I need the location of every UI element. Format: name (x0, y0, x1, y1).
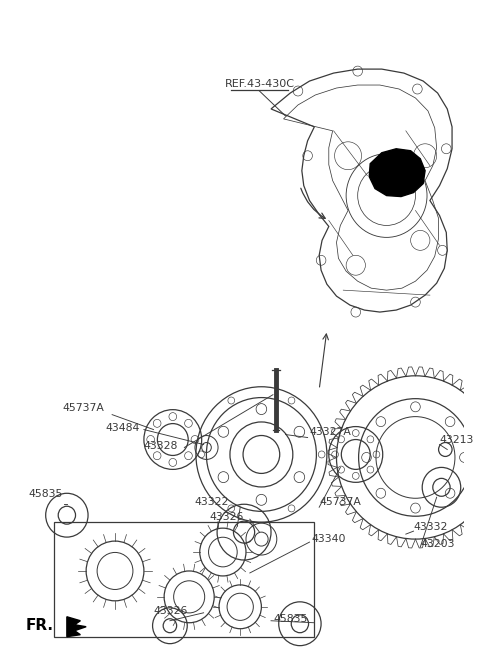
Text: 43327A: 43327A (310, 426, 351, 436)
Text: 43326: 43326 (154, 606, 188, 616)
Text: 43326: 43326 (209, 512, 244, 522)
Text: FR.: FR. (25, 618, 53, 633)
Text: 43203: 43203 (420, 539, 455, 549)
Text: 45737A: 45737A (62, 403, 104, 413)
Polygon shape (369, 149, 425, 196)
Text: 45835: 45835 (273, 614, 307, 624)
Text: 45737A: 45737A (319, 497, 361, 507)
Text: 43322: 43322 (194, 497, 228, 507)
Text: 43340: 43340 (312, 534, 346, 544)
Text: 45835: 45835 (28, 489, 63, 499)
Text: REF.43-430C: REF.43-430C (225, 79, 294, 89)
Text: 43332: 43332 (414, 522, 448, 532)
Text: 43328: 43328 (144, 441, 178, 451)
Text: 43484: 43484 (106, 422, 140, 432)
Text: 43213: 43213 (440, 434, 474, 445)
Bar (54, 522, 314, 637)
Polygon shape (67, 617, 86, 637)
